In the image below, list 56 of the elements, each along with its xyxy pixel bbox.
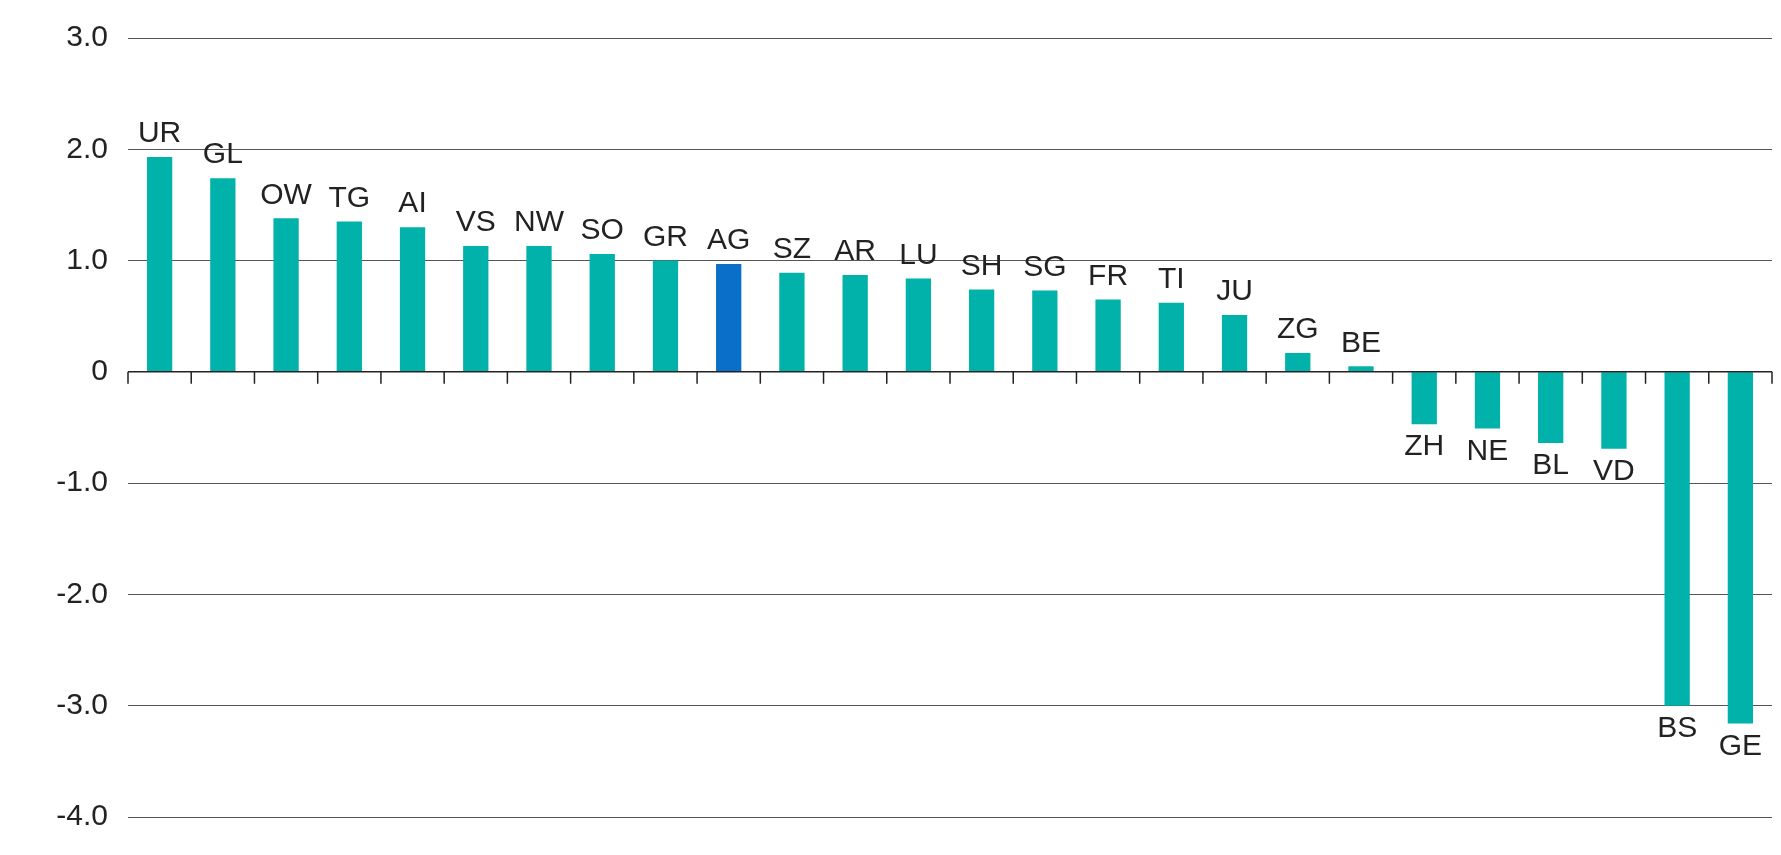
bar [1538,372,1564,444]
x-tick-label: ZH [1404,428,1445,462]
bar [526,246,552,372]
bar [1032,290,1058,372]
bar [273,218,299,372]
bar [905,278,932,372]
x-tick-label: UR [137,115,182,149]
x-tick-label: SZ [772,231,812,265]
bar [1095,299,1121,372]
bar [1601,372,1627,449]
x-tick-label: GE [1718,727,1763,761]
bar [1474,372,1501,429]
x-tick-label: AI [398,185,427,219]
bar [336,221,362,372]
y-tick-label: 0 [91,353,108,387]
bar [716,263,742,372]
x-tick-label: TI [1157,261,1185,295]
y-tick-label: -3.0 [56,686,108,720]
y-tick-label: -2.0 [56,575,108,609]
y-tick-label: 3.0 [66,19,108,53]
x-tick-label: BE [1340,324,1382,358]
bar [842,275,868,372]
bar [1411,372,1437,425]
x-tick-label: GR [642,218,688,252]
x-tick-label: JU [1216,273,1253,307]
x-tick-label: BL [1532,447,1570,481]
x-tick-label: AR [834,233,876,267]
bar [652,260,679,372]
x-tick-label: AG [707,222,751,256]
x-tick-label: ZG [1276,311,1319,345]
y-tick-label: 2.0 [66,130,108,164]
bar [779,272,805,372]
bar [1664,372,1690,706]
x-tick-label: SO [580,212,624,246]
x-tick-label: NW [514,204,565,238]
y-tick-label: -1.0 [56,464,108,498]
bar [399,227,426,372]
x-tick-label: VS [455,204,496,238]
bar [1221,315,1248,372]
bar [210,178,236,372]
bar [589,253,615,372]
bar [1158,302,1184,372]
x-tick-label: OW [260,176,313,210]
bar [968,289,995,372]
y-tick-label: -4.0 [56,798,108,832]
x-tick-label: TG [328,179,371,213]
bar [1285,352,1311,372]
bar [1727,372,1754,724]
x-tick-label: BS [1657,709,1698,743]
x-tick-label: NE [1466,432,1509,466]
bar [463,246,489,372]
bar [146,157,173,372]
y-tick-label: 1.0 [66,241,108,275]
x-tick-label: VD [1593,452,1635,486]
bar [1348,366,1374,372]
x-tick-label: FR [1088,257,1129,291]
